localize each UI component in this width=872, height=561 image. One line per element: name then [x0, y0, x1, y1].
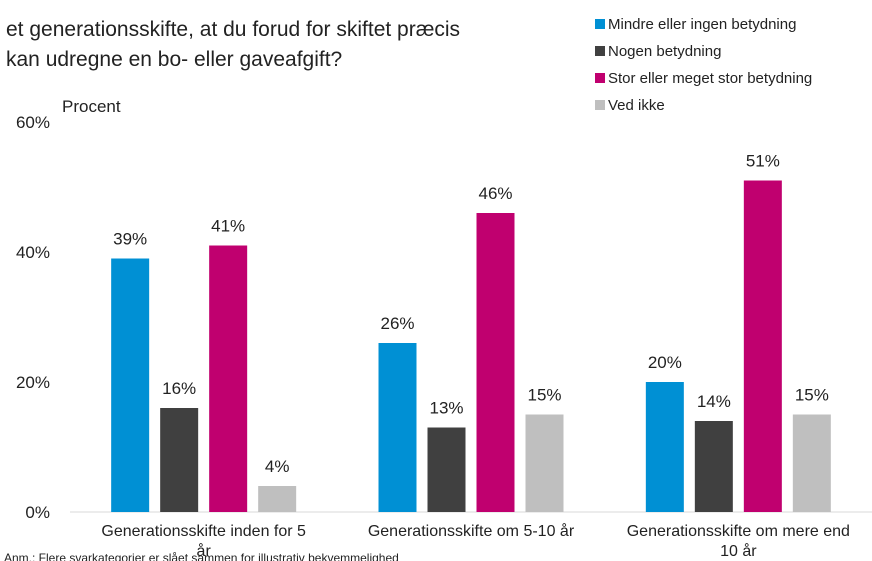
legend-swatch	[595, 73, 605, 83]
data-label: 15%	[795, 386, 829, 405]
y-tick-label: 0%	[25, 503, 50, 522]
bar	[525, 414, 564, 512]
data-label: 39%	[113, 230, 147, 249]
y-tick-label: 60%	[16, 113, 50, 132]
x-tick-label-line: Generationsskifte inden for 5	[101, 523, 306, 540]
x-tick-label-line: Generationsskifte om mere end	[627, 523, 850, 540]
bar	[694, 421, 733, 512]
x-tick-label-line: 10 år	[720, 542, 757, 560]
note: Anm.: Flere svarkategorier er slået samm…	[4, 551, 399, 561]
data-label: 46%	[478, 184, 512, 203]
data-label: 26%	[380, 314, 414, 333]
data-label: 51%	[746, 152, 780, 171]
legend-label: Mindre eller ingen betydning	[608, 16, 796, 33]
bar	[743, 180, 782, 512]
x-tick-label-line: år	[197, 542, 212, 560]
bar	[160, 408, 199, 512]
data-label: 14%	[697, 392, 731, 411]
legend-label: Stor eller meget stor betydning	[608, 70, 812, 87]
bar	[792, 414, 831, 512]
bar	[209, 245, 248, 512]
y-axis-label: Procent	[62, 97, 121, 116]
data-label: 15%	[527, 386, 561, 405]
bar	[645, 382, 684, 512]
chart-title: et generationsskifte, at du forud for sk…	[6, 18, 460, 41]
bar	[378, 343, 417, 512]
data-label: 41%	[211, 217, 245, 236]
bar	[427, 427, 466, 512]
y-tick-label: 20%	[16, 373, 50, 392]
legend-label: Nogen betydning	[608, 43, 721, 60]
chart-title: kan udregne en bo- eller gaveafgift?	[6, 48, 342, 71]
x-tick-label: Generationsskifte inden for 5 år	[101, 523, 306, 560]
x-tick-label: Generationsskifte om 5-10 år	[368, 522, 575, 540]
legend-swatch	[595, 19, 605, 29]
legend-swatch	[595, 46, 605, 56]
data-label: 4%	[265, 457, 290, 476]
x-tick-label: Generationsskifte om mere end 10 år	[627, 523, 850, 560]
bar	[476, 213, 515, 512]
bar	[258, 486, 297, 512]
legend-label: Ved ikke	[608, 97, 665, 114]
data-label: 16%	[162, 379, 196, 398]
legend-swatch	[595, 100, 605, 110]
y-tick-label: 40%	[16, 243, 50, 262]
bar	[111, 258, 150, 512]
data-label: 20%	[648, 353, 682, 372]
data-label: 13%	[429, 399, 463, 418]
